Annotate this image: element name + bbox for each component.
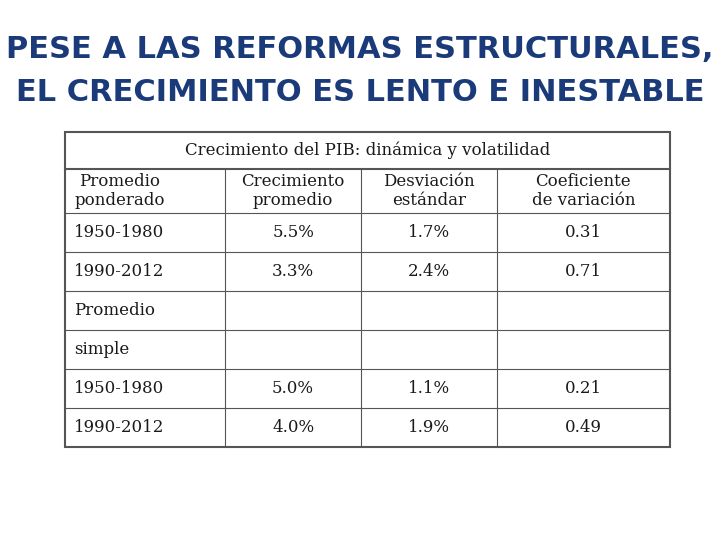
Text: Promedio
ponderado: Promedio ponderado <box>74 173 165 210</box>
Text: 1990-2012: 1990-2012 <box>74 263 165 280</box>
Text: Desviación
estándar: Desviación estándar <box>383 173 475 210</box>
Text: 1.9%: 1.9% <box>408 418 450 436</box>
Text: 5.5%: 5.5% <box>272 224 314 241</box>
Text: simple: simple <box>74 341 130 358</box>
Text: 5.0%: 5.0% <box>272 380 314 397</box>
Text: 1990-2012: 1990-2012 <box>74 418 165 436</box>
Text: 1950-1980: 1950-1980 <box>74 224 164 241</box>
Text: Promedio: Promedio <box>74 302 156 319</box>
Text: 1950-1980: 1950-1980 <box>74 380 164 397</box>
Text: EL CRECIMIENTO ES LENTO E INESTABLE: EL CRECIMIENTO ES LENTO E INESTABLE <box>16 78 704 107</box>
Text: Coeficiente
de variación: Coeficiente de variación <box>531 173 635 210</box>
Text: 0.49: 0.49 <box>565 418 602 436</box>
Text: 0.31: 0.31 <box>565 224 602 241</box>
Text: 3.3%: 3.3% <box>272 263 314 280</box>
Text: 4.0%: 4.0% <box>272 418 314 436</box>
Text: 2.4%: 2.4% <box>408 263 450 280</box>
Text: 1.7%: 1.7% <box>408 224 450 241</box>
Text: PESE A LAS REFORMAS ESTRUCTURALES,: PESE A LAS REFORMAS ESTRUCTURALES, <box>6 35 714 64</box>
Text: 1.1%: 1.1% <box>408 380 450 397</box>
Text: 0.21: 0.21 <box>565 380 602 397</box>
Text: 0.71: 0.71 <box>565 263 602 280</box>
Text: Crecimiento del PIB: dinámica y volatilidad: Crecimiento del PIB: dinámica y volatili… <box>184 142 550 159</box>
Text: Crecimiento
promedio: Crecimiento promedio <box>241 173 345 210</box>
